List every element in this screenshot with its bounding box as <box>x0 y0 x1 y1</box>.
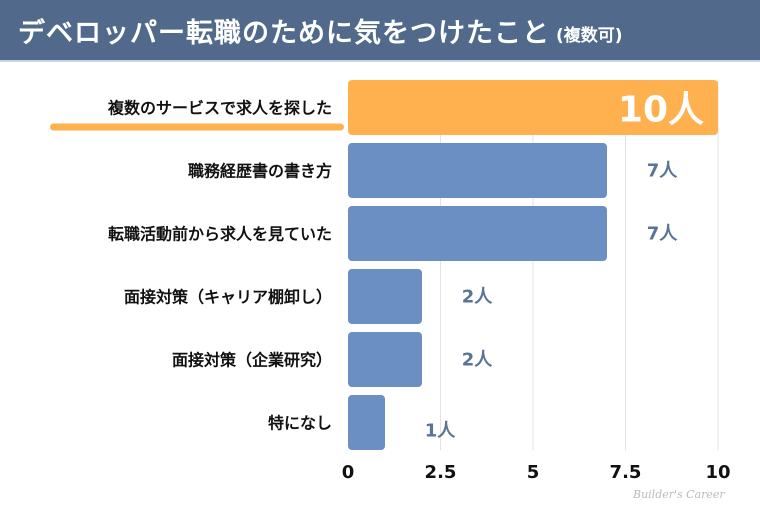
category-label: 転職活動前から求人を見ていた <box>108 225 332 244</box>
bar <box>348 269 422 324</box>
data-label: 7人 <box>647 161 679 182</box>
x-tick-label: 7.5 <box>610 462 642 483</box>
category-label: 複数のサービスで求人を探した <box>107 99 332 118</box>
watermark-logo: Builder's Career <box>633 488 725 501</box>
data-label: 10人 <box>618 90 704 131</box>
data-label: 2人 <box>462 287 494 308</box>
chart-title: デベロッパー転職のために気をつけたこと <box>18 17 550 49</box>
category-label: 特になし <box>268 414 332 433</box>
data-label: 2人 <box>462 350 494 371</box>
bar <box>348 395 385 450</box>
data-label: 7人 <box>647 224 679 245</box>
chart-subtitle: (複数可) <box>556 25 623 46</box>
x-tick-label: 2.5 <box>425 462 457 483</box>
highlight-underline <box>50 123 344 131</box>
data-label: 1人 <box>425 421 457 442</box>
category-label: 職務経歴書の書き方 <box>188 162 332 181</box>
x-tick-label: 0 <box>342 462 355 483</box>
bar <box>348 206 607 261</box>
x-tick-label: 5 <box>527 462 540 483</box>
category-label: 面接対策（企業研究） <box>172 351 332 370</box>
title-banner: デベロッパー転職のために気をつけたこと (複数可) <box>0 0 760 62</box>
bar <box>348 143 607 198</box>
bar <box>348 80 718 135</box>
category-label: 面接対策（キャリア棚卸し） <box>124 288 332 307</box>
x-tick-label: 10 <box>705 462 730 483</box>
bar <box>348 332 422 387</box>
